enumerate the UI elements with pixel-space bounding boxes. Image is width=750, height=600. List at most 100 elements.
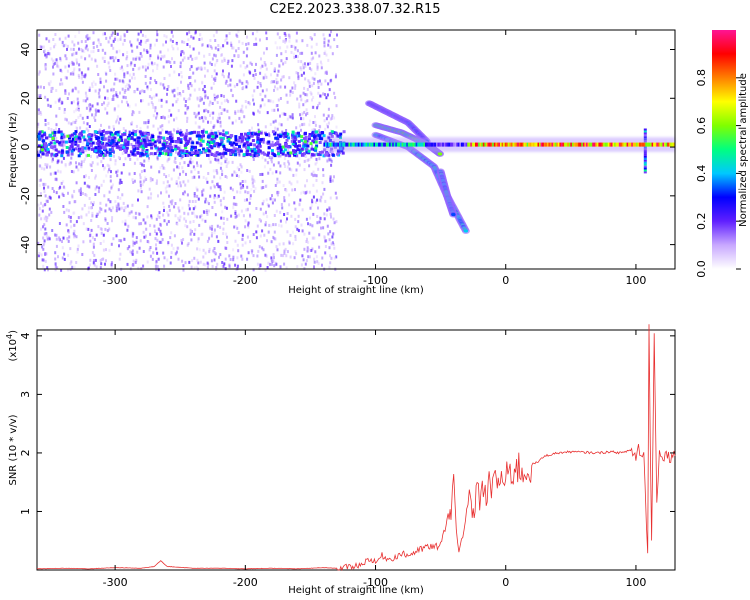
noise-cell xyxy=(134,211,137,215)
noise-cell xyxy=(75,51,78,55)
main-tone-cell xyxy=(579,142,582,147)
band-cell xyxy=(245,140,249,144)
noise-cell xyxy=(278,63,281,67)
noise-cell xyxy=(265,198,268,202)
band-cell xyxy=(240,132,243,136)
band-cell xyxy=(256,139,260,142)
noise-cell xyxy=(326,125,329,129)
noise-cell xyxy=(173,118,175,122)
band-cell xyxy=(234,143,238,146)
noise-cell xyxy=(314,128,316,132)
band-cell xyxy=(310,147,314,151)
noise-cell xyxy=(236,34,239,38)
band-cell xyxy=(103,146,107,150)
noise-cell xyxy=(138,41,141,45)
noise-cell xyxy=(254,37,257,41)
main-tone-cell xyxy=(640,142,643,147)
noise-cell xyxy=(315,178,318,182)
noise-cell xyxy=(94,187,97,191)
x-tick-label: 0 xyxy=(502,274,509,287)
noise-cell xyxy=(129,250,132,254)
noise-cell xyxy=(266,111,269,115)
x-tick-label: -300 xyxy=(103,274,128,287)
main-tone-cell xyxy=(370,142,373,147)
noise-cell xyxy=(246,207,249,211)
noise-cell xyxy=(270,62,273,65)
noise-cell xyxy=(321,263,323,267)
noise-cell xyxy=(258,266,261,270)
noise-cell xyxy=(216,94,219,98)
noise-cell xyxy=(333,175,335,179)
band-cell xyxy=(77,136,81,140)
main-tone-cell xyxy=(325,142,327,147)
noise-cell xyxy=(313,257,316,261)
band-cell xyxy=(166,149,170,153)
noise-cell xyxy=(160,104,163,108)
main-tone-cell xyxy=(476,142,479,147)
noise-cell xyxy=(201,80,204,84)
noise-cell xyxy=(77,168,80,172)
noise-cell xyxy=(161,128,164,132)
main-tone-cell xyxy=(435,142,438,147)
noise-cell xyxy=(192,36,195,40)
noise-cell xyxy=(215,235,218,239)
noise-cell xyxy=(275,77,278,81)
noise-cell xyxy=(51,158,54,162)
noise-cell xyxy=(39,178,42,182)
noise-cell xyxy=(203,66,206,70)
noise-cell xyxy=(113,127,115,131)
noise-cell xyxy=(242,185,245,189)
noise-cell xyxy=(265,47,268,51)
noise-cell xyxy=(155,247,158,251)
band-cell xyxy=(278,134,282,138)
band-cell xyxy=(87,153,90,157)
noise-cell xyxy=(209,100,212,104)
noise-cell xyxy=(236,190,239,194)
band-cell xyxy=(297,134,301,138)
noise-cell xyxy=(329,261,332,265)
noise-cell xyxy=(87,129,90,133)
noise-cell xyxy=(331,52,334,56)
noise-cell xyxy=(204,251,207,255)
noise-cell xyxy=(143,121,145,125)
noise-cell xyxy=(158,170,161,174)
noise-cell xyxy=(144,68,147,72)
noise-cell xyxy=(208,153,211,157)
band-cell xyxy=(37,153,40,157)
noise-cell xyxy=(44,118,47,122)
noise-cell xyxy=(131,239,134,243)
noise-cell xyxy=(246,191,249,195)
noise-cell xyxy=(285,189,288,193)
noise-cell xyxy=(39,94,42,98)
noise-cell xyxy=(73,265,76,269)
noise-cell xyxy=(239,64,242,68)
noise-cell xyxy=(268,223,271,227)
band-cell xyxy=(248,152,252,156)
noise-cell xyxy=(330,159,333,163)
band-cell xyxy=(282,150,285,154)
main-tone-cell xyxy=(651,142,654,147)
main-tone-cell xyxy=(553,142,556,147)
noise-cell xyxy=(229,258,232,261)
noise-cell xyxy=(55,89,58,92)
band-cell xyxy=(177,147,181,151)
main-tone-cell xyxy=(603,142,606,147)
noise-cell xyxy=(270,258,273,262)
noise-cell xyxy=(324,199,327,203)
noise-cell xyxy=(37,254,40,258)
noise-cell xyxy=(203,211,206,214)
noise-cell xyxy=(235,214,238,218)
noise-cell xyxy=(200,214,203,218)
main-tone-cell xyxy=(481,142,484,147)
noise-cell xyxy=(140,99,143,103)
band-cell xyxy=(238,145,241,148)
noise-cell xyxy=(206,265,209,269)
band-cell xyxy=(176,130,180,134)
noise-cell xyxy=(270,80,272,84)
noise-cell xyxy=(208,236,211,240)
noise-cell xyxy=(89,263,91,267)
noise-cell xyxy=(92,203,95,207)
band-cell xyxy=(82,130,86,134)
noise-cell xyxy=(192,165,195,169)
noise-cell xyxy=(249,194,252,198)
